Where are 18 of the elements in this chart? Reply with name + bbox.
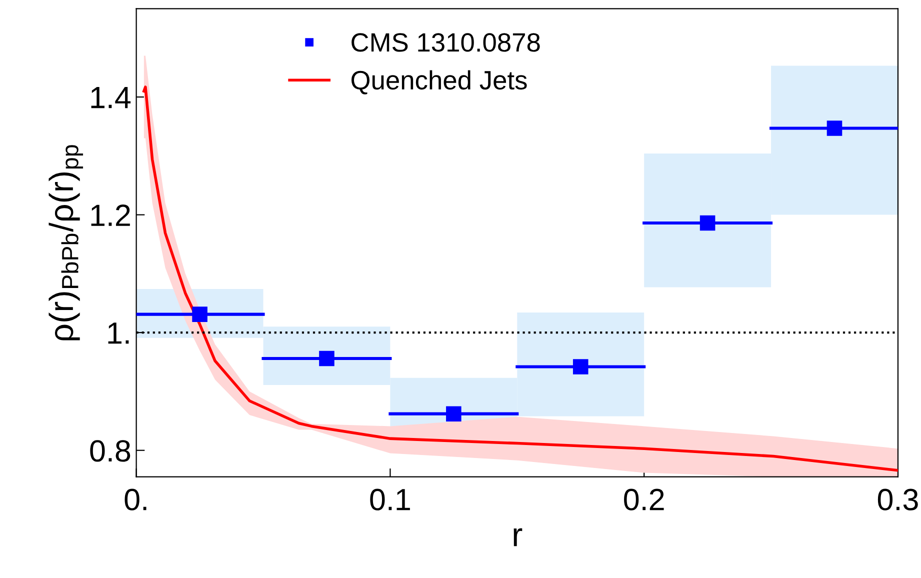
x-tick-label: 0.1 [370,488,410,510]
x-tick-label: 0.3 [878,488,918,510]
point [826,120,842,136]
y-axis-title: ρ(r)$_{PbPb}$/ρ(r)$_{pp}$ [48,145,84,340]
y-tick-label: 0.8 [90,440,130,462]
legend-label: Quenched Jets [351,70,527,94]
x-axis-title: r [514,528,522,546]
legend-label: CMS 1310.0878 [352,33,540,52]
y-tick-label: 1. [108,322,129,344]
point [572,359,588,374]
y-tick-label: 1.2 [91,204,130,226]
x-tick-label: 0.2 [624,488,664,510]
point [192,306,208,322]
point [319,350,334,366]
y-tick-label: 1.4 [91,87,131,108]
x-tick-label: 0. [124,488,146,510]
point [446,406,462,422]
point [700,215,716,231]
